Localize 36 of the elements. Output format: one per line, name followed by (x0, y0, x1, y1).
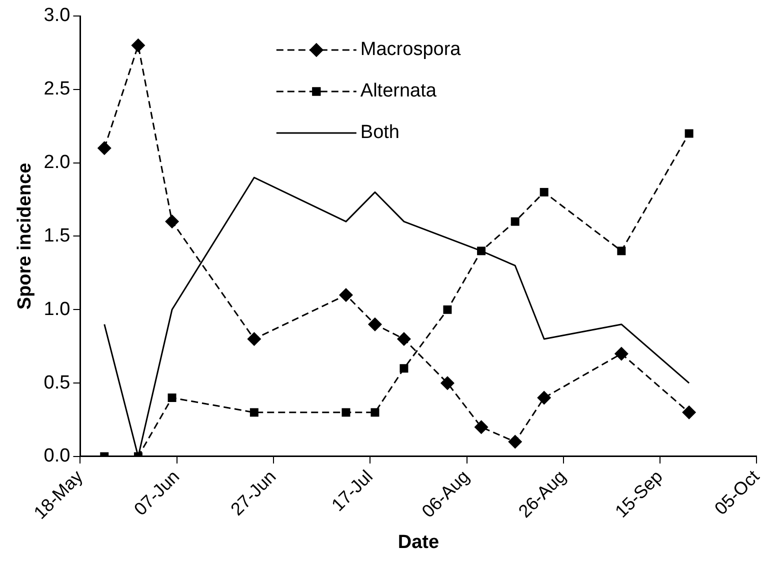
legend-label: Both (360, 122, 400, 144)
point (250, 408, 258, 417)
point (396, 332, 411, 346)
y-tick-label: 1.0 (44, 298, 70, 320)
point (400, 364, 408, 373)
legend-label: Alternata (360, 80, 437, 102)
point (338, 288, 353, 302)
point (342, 408, 350, 417)
point (443, 305, 452, 314)
point (682, 405, 696, 420)
y-axis-title: Spore incidence (14, 162, 36, 310)
point (510, 217, 520, 226)
point (247, 332, 262, 346)
x-axis-title: Date (398, 532, 440, 553)
point (440, 376, 454, 390)
point (540, 188, 548, 196)
point (614, 346, 628, 361)
point (508, 434, 522, 449)
point (370, 408, 380, 417)
point (131, 38, 146, 52)
y-tick-label: 3.0 (44, 5, 70, 26)
legend-label: Macrospora (360, 39, 462, 60)
y-tick-label: 0.5 (44, 372, 70, 394)
point (537, 390, 552, 405)
point (165, 214, 180, 229)
point (474, 420, 488, 434)
point (477, 246, 486, 256)
point (617, 246, 626, 256)
point (368, 317, 382, 332)
y-tick-label: 0.0 (44, 446, 70, 467)
y-tick-label: 2.0 (44, 152, 70, 174)
y-tick-label: 1.5 (44, 225, 70, 246)
point (97, 141, 112, 156)
point (168, 394, 176, 402)
y-tick-label: 2.5 (44, 78, 70, 100)
point (684, 129, 694, 138)
